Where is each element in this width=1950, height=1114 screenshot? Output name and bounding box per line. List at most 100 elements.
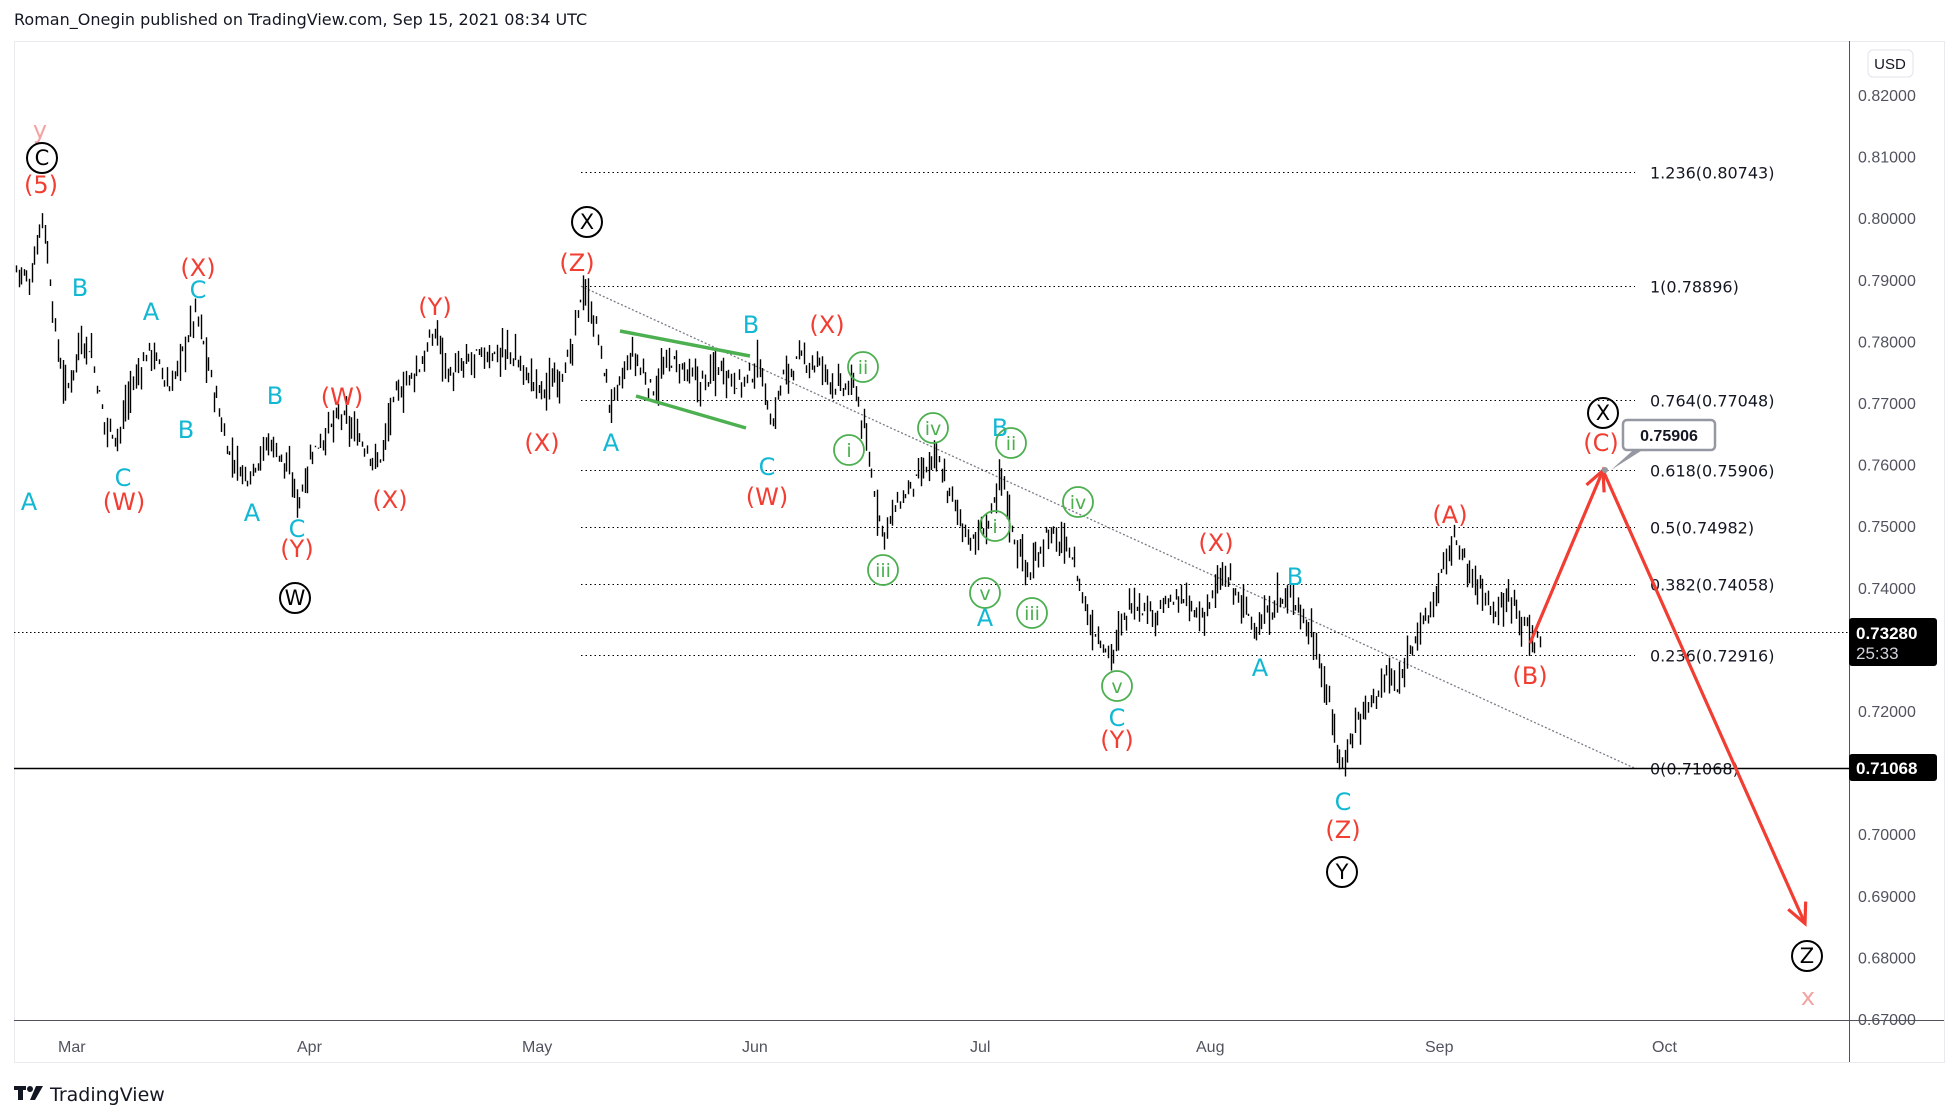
time-tick: Jul	[970, 1039, 990, 1056]
wave-label: A	[244, 499, 261, 527]
wave-label: B	[992, 414, 1008, 442]
chart-pane-border	[14, 41, 1945, 1063]
svg-text:(X): (X)	[809, 311, 844, 339]
wave-circle-icon	[1326, 856, 1358, 888]
wave-label: (X)	[180, 254, 215, 282]
price-tick: 0.74000	[1858, 581, 1916, 598]
svg-text:(W): (W)	[321, 383, 363, 411]
wave-label: (Y)	[1100, 726, 1133, 754]
time-tick: Jun	[742, 1039, 768, 1056]
wave-circle-icon	[979, 510, 1011, 542]
wave-label: iv	[917, 412, 949, 444]
wave-label: X	[1587, 397, 1619, 429]
wave-label: B	[72, 274, 88, 302]
wave-label: (X)	[809, 311, 844, 339]
svg-text:A: A	[21, 488, 38, 516]
wave-label: A	[21, 488, 38, 516]
price-tick: 0.76000	[1858, 458, 1916, 475]
wave-label: (5)	[24, 171, 58, 199]
svg-text:W: W	[285, 586, 306, 610]
wave-label: C	[115, 464, 132, 492]
svg-text:A: A	[143, 298, 160, 326]
price-tick: 0.67000	[1858, 1012, 1916, 1029]
svg-text:(C): (C)	[1583, 429, 1618, 457]
current-price-badge: 0.73280 25:33	[1849, 618, 1937, 666]
price-tick: 0.78000	[1858, 334, 1916, 351]
wave-label: A	[977, 604, 994, 632]
wave-circle-icon	[1062, 486, 1094, 518]
price-tick: 0.68000	[1858, 950, 1916, 967]
time-tick: Oct	[1652, 1039, 1677, 1056]
wave-label: (C)	[1583, 429, 1618, 457]
svg-text:C: C	[190, 276, 207, 304]
wave-label: W	[279, 582, 311, 614]
wave-label: ii	[847, 351, 879, 383]
currency-label: USD	[1874, 56, 1906, 73]
wave-label: C	[190, 276, 207, 304]
wave-label: (B)	[1512, 662, 1547, 690]
svg-text:B: B	[992, 414, 1008, 442]
wave-circle-icon	[279, 582, 311, 614]
svg-text:Z: Z	[1800, 944, 1814, 968]
svg-text:C: C	[1109, 704, 1126, 732]
trendline[interactable]	[580, 285, 1636, 770]
wave-labels: yC(5)ABC(W)AB(X)CABC(Y)W(W)(X)(Y)(X)X(Z)…	[21, 116, 1823, 1011]
time-tick: Mar	[58, 1039, 86, 1056]
fib-level-label: 0.618(0.75906)	[1650, 462, 1774, 481]
wave-label: C	[1109, 704, 1126, 732]
svg-text:A: A	[603, 429, 620, 457]
tradingview-logo-icon	[14, 1083, 44, 1107]
svg-text:C: C	[35, 146, 50, 170]
wave-label: iv	[1062, 486, 1094, 518]
time-tick: Apr	[297, 1039, 323, 1056]
svg-text:(5): (5)	[24, 171, 58, 199]
svg-text:A: A	[244, 499, 261, 527]
wave-label: C	[1335, 788, 1352, 816]
fib-level-label: 0.5(0.74982)	[1650, 519, 1754, 538]
triangle-boundary-line	[619, 329, 751, 358]
price-tick: 0.81000	[1858, 150, 1916, 167]
price-axis[interactable]: 0.82000 0.81000 0.80000 0.79000 0.78000 0.770…	[1858, 88, 1916, 1029]
wave-label: (W)	[103, 488, 145, 516]
time-axis[interactable]: Mar Apr May Jun Jul Aug Sep Oct	[58, 1039, 1677, 1056]
tradingview-brand[interactable]: TradingView	[14, 1083, 165, 1107]
currency-button[interactable]: USD	[1867, 49, 1914, 78]
time-tick: May	[522, 1039, 552, 1056]
svg-text:(X): (X)	[1198, 529, 1233, 557]
wave-circle-icon	[867, 554, 899, 586]
wave-circle-icon	[917, 412, 949, 444]
svg-text:C: C	[759, 453, 776, 481]
bar-countdown: 25:33	[1856, 644, 1899, 663]
wave-circle-icon	[1101, 670, 1133, 702]
price-bars	[15, 213, 1542, 777]
fib-level-label: 0.382(0.74058)	[1650, 576, 1774, 595]
svg-text:Y: Y	[1335, 860, 1349, 884]
level-price-value: 0.71068	[1856, 759, 1917, 778]
projection-arrow[interactable]	[1528, 466, 1808, 927]
price-tick: 0.80000	[1858, 211, 1916, 228]
svg-text:(Z): (Z)	[559, 249, 594, 277]
wave-label: x	[1801, 983, 1815, 1011]
wave-circle-icon	[26, 142, 58, 174]
svg-text:B: B	[743, 311, 759, 339]
wave-label: iii	[867, 554, 899, 586]
svg-text:iii: iii	[1024, 603, 1040, 625]
svg-text:B: B	[178, 416, 194, 444]
wave-label: (W)	[746, 483, 788, 511]
wave-label: B	[1287, 563, 1303, 591]
price-callout[interactable]: 0.75906	[1602, 418, 1717, 473]
svg-text:(W): (W)	[746, 483, 788, 511]
wave-label: v	[969, 577, 1001, 609]
svg-text:iv: iv	[925, 418, 942, 440]
svg-text:(Z): (Z)	[1325, 816, 1360, 844]
price-tick: 0.70000	[1858, 827, 1916, 844]
price-tick: 0.82000	[1858, 88, 1916, 105]
svg-text:v: v	[1111, 676, 1122, 698]
wave-label: A	[1252, 654, 1269, 682]
triangle-pattern[interactable]	[619, 329, 751, 430]
wave-label: C	[289, 515, 306, 543]
svg-text:A: A	[977, 604, 994, 632]
level-price-badge: 0.71068	[1849, 754, 1937, 781]
svg-text:B: B	[267, 382, 283, 410]
